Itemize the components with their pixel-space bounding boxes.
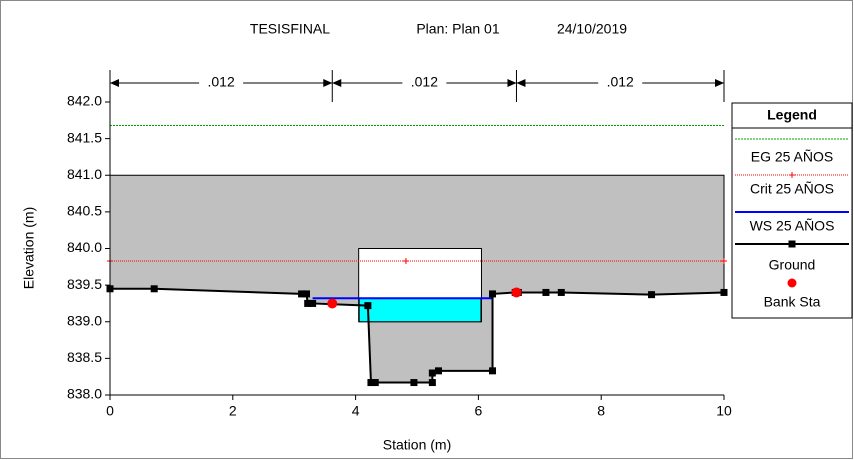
mannings-label: .012 <box>607 74 634 90</box>
label-bg <box>598 74 643 92</box>
ground-marker <box>720 288 728 296</box>
ground-marker <box>542 288 550 296</box>
y-tick-label: 838.0 <box>67 386 102 402</box>
legend-marker <box>787 278 797 288</box>
mannings-label: .012 <box>411 74 438 90</box>
legend-label: EG 25 AÑOS <box>751 149 833 165</box>
x-tick-label: 0 <box>106 403 114 419</box>
ground-marker <box>367 379 375 387</box>
ground-marker <box>489 367 497 375</box>
legend-marker <box>789 172 795 178</box>
y-tick-label: 839.0 <box>67 312 102 328</box>
y-tick-label: 841.0 <box>67 166 102 182</box>
ground-marker <box>434 367 442 375</box>
bank-marker <box>511 287 522 298</box>
date-label: 24/10/2019 <box>557 21 627 37</box>
label-bg <box>402 74 447 92</box>
legend-label: WS 25 AÑOS <box>750 218 835 234</box>
y-tick-label: 838.5 <box>67 349 102 365</box>
y-tick-label: 840.0 <box>67 239 102 255</box>
x-tick-label: 8 <box>597 403 605 419</box>
chart-title: TESISFINAL <box>250 21 330 37</box>
ground-marker <box>298 290 306 298</box>
y-tick-label: 841.5 <box>67 129 102 145</box>
ground-marker <box>428 369 436 377</box>
x-tick-label: 2 <box>229 403 237 419</box>
ground-marker <box>371 379 379 387</box>
ground-marker <box>410 379 418 387</box>
ground-marker <box>302 290 310 298</box>
legend-title: Legend <box>767 107 817 123</box>
legend-label: Ground <box>769 257 816 273</box>
crit-marker <box>721 257 727 264</box>
x-tick-label: 4 <box>352 403 360 419</box>
legend-label: Bank Sta <box>764 294 821 310</box>
ground-marker <box>309 299 317 307</box>
x-tick-label: 10 <box>716 403 732 419</box>
legend-marker <box>788 240 796 248</box>
ground-marker <box>150 285 158 293</box>
y-tick-label: 839.5 <box>67 276 102 292</box>
ground-marker <box>428 379 436 387</box>
y-tick-label: 840.5 <box>67 203 102 219</box>
crit-marker <box>402 257 409 264</box>
y-tick-label: 842.0 <box>67 93 102 109</box>
y-axis-label: Elevation (m) <box>21 207 37 289</box>
mannings-label: .012 <box>208 74 235 90</box>
legend-label: Crit 25 AÑOS <box>750 181 834 197</box>
ground-marker <box>489 290 497 298</box>
ground-marker <box>364 302 372 310</box>
ground-marker <box>304 299 312 307</box>
water-fill <box>358 297 482 323</box>
label-bg <box>199 74 244 92</box>
plan-label: Plan: Plan 01 <box>416 21 499 37</box>
ground-marker <box>557 288 565 296</box>
x-tick-label: 6 <box>475 403 483 419</box>
ground-marker <box>648 291 656 299</box>
x-axis-label: Station (m) <box>383 437 451 453</box>
bank-marker <box>327 298 338 309</box>
